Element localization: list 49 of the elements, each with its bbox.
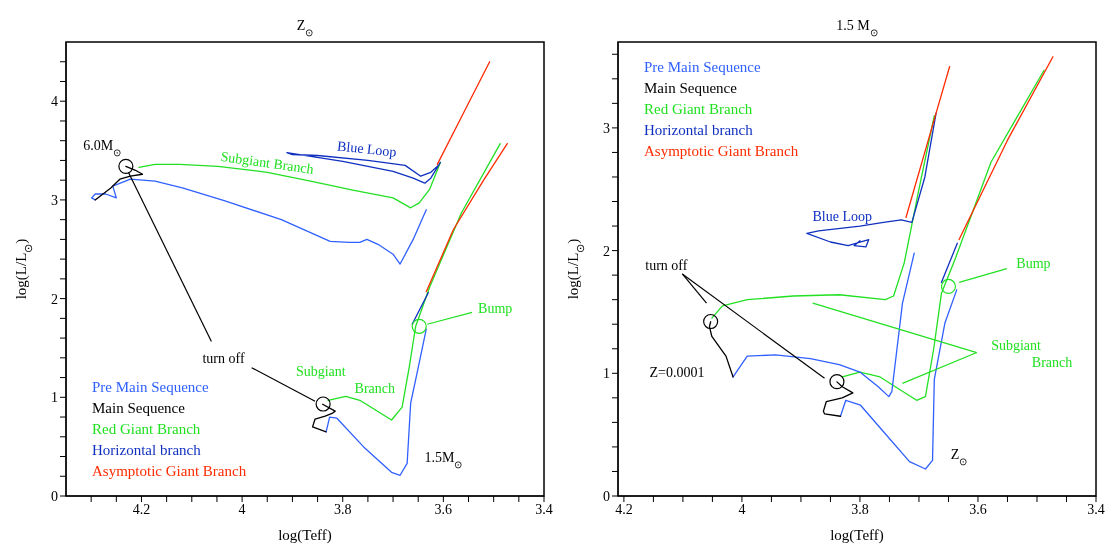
line-series xyxy=(425,143,508,293)
x-tick-label: 3.6 xyxy=(434,501,453,517)
x-tick-label: 3.6 xyxy=(969,501,987,517)
x-axis-title: log(Teff) xyxy=(278,527,332,544)
text: Red Giant Branch xyxy=(644,101,753,117)
x-tick-label: 4.2 xyxy=(615,501,633,517)
y-tick-label: 2 xyxy=(51,291,58,307)
annotation: Blue Loop xyxy=(812,209,872,225)
x-axis-title: log(Teff) xyxy=(830,527,884,544)
text: Horizontal branch xyxy=(644,122,754,138)
annotation: Subgiant Branch xyxy=(991,337,1073,370)
annotation: Bump xyxy=(1016,255,1051,271)
annotation: Bump xyxy=(478,300,513,316)
x-tick-label: 4 xyxy=(238,501,246,517)
chart-title: Z$_{⊙}$ xyxy=(296,18,314,38)
x-tick-label: 4 xyxy=(738,501,746,517)
y-tick-label: 0 xyxy=(603,488,610,504)
annotation: 1.5M$_{⊙}$ xyxy=(424,449,463,470)
y-tick-label: 1 xyxy=(603,366,610,382)
line-series xyxy=(732,252,915,398)
y-tick-label: 3 xyxy=(51,192,58,208)
annotation: Blue Loop xyxy=(336,138,398,160)
text: Red Giant Branch xyxy=(92,421,201,437)
text: Asymptotic Giant Branch xyxy=(644,143,799,159)
x-tick-label: 3.4 xyxy=(535,501,553,517)
text: Asymptotic Giant Branch xyxy=(92,463,247,479)
text: Main Sequence xyxy=(644,80,738,96)
y-tick-label: 2 xyxy=(603,243,610,259)
annotation: Z$_{⊙}$ xyxy=(950,446,968,467)
annotation: 6.0M$_{⊙}$ xyxy=(83,137,122,158)
line-series xyxy=(91,178,427,265)
y-tick-label: 4 xyxy=(51,94,58,110)
annotation: turn off xyxy=(202,350,245,366)
annotation: Z=0.0001 xyxy=(649,364,705,380)
y-tick-label: 0 xyxy=(51,488,58,504)
text: Pre Main Sequence xyxy=(92,379,209,395)
y-tick-label: 3 xyxy=(603,120,610,136)
chart-title: 1.5 M$_{⊙}$ xyxy=(836,18,878,38)
text: Main Sequence xyxy=(92,400,186,416)
annotation: Subgiant Branch xyxy=(295,364,395,397)
x-tick-label: 3.4 xyxy=(1087,501,1105,517)
text: Horizontal branch xyxy=(92,442,202,458)
x-tick-label: 4.2 xyxy=(132,501,151,517)
x-tick-label: 3.8 xyxy=(333,501,352,517)
annotation: turn off xyxy=(645,257,688,273)
x-tick-label: 3.8 xyxy=(851,501,869,517)
annotation: Subgiant Branch xyxy=(219,148,315,177)
text: Pre Main Sequence xyxy=(644,59,761,75)
y-tick-label: 1 xyxy=(51,390,58,406)
